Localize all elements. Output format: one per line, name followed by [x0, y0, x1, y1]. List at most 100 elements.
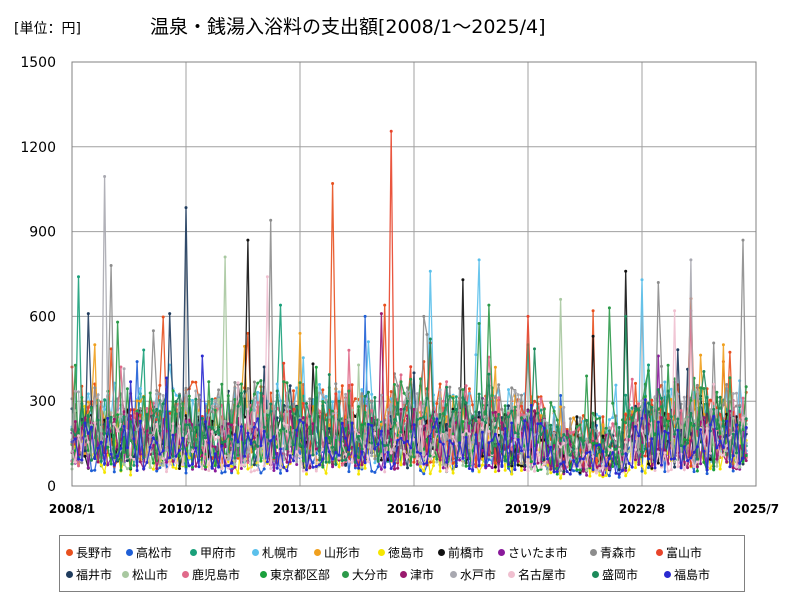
data-point — [617, 472, 621, 476]
data-point — [353, 460, 357, 464]
data-point — [246, 461, 250, 464]
data-point — [148, 466, 152, 470]
data-point — [194, 464, 198, 468]
data-point — [725, 419, 729, 423]
data-point — [467, 387, 471, 391]
data-point — [735, 391, 738, 395]
data-point — [366, 340, 370, 344]
data-point — [471, 403, 475, 407]
data-point — [187, 439, 191, 443]
data-point — [396, 398, 400, 401]
data-point — [252, 440, 256, 444]
data-point — [507, 436, 510, 440]
data-point — [744, 454, 748, 457]
data-point — [243, 394, 247, 398]
data-point — [340, 459, 344, 463]
data-point — [324, 418, 328, 422]
data-point — [490, 416, 494, 420]
data-point — [598, 473, 602, 477]
data-point — [125, 467, 129, 471]
data-point — [484, 464, 488, 468]
data-point — [581, 457, 585, 461]
data-point — [239, 463, 243, 467]
data-point — [588, 450, 592, 454]
data-point — [318, 409, 321, 413]
data-point — [145, 413, 149, 416]
data-point — [168, 462, 172, 466]
data-point — [539, 465, 543, 469]
data-point — [451, 435, 455, 439]
data-point — [327, 427, 331, 431]
data-point — [402, 449, 406, 453]
data-point — [617, 475, 621, 479]
data-point — [500, 421, 504, 425]
data-point — [458, 454, 462, 458]
data-point — [663, 429, 667, 433]
data-point — [448, 394, 452, 398]
data-point — [493, 432, 497, 436]
data-point — [673, 457, 677, 461]
data-point — [555, 464, 559, 468]
data-point — [562, 466, 566, 470]
data-point — [379, 429, 383, 433]
data-point — [578, 416, 582, 420]
x-axis-ticks: 2008/1 2010/12 2013/11 2016/10 2019/9 2022/8 2… — [49, 502, 779, 516]
legend-label: 福島市 — [674, 568, 711, 582]
data-point — [259, 471, 263, 475]
data-point — [256, 390, 260, 394]
data-point — [171, 459, 175, 463]
data-point — [614, 441, 618, 445]
data-point — [728, 436, 732, 440]
data-point — [194, 389, 198, 393]
data-point — [252, 463, 256, 467]
data-point — [480, 463, 484, 467]
x-tick-label: 2016/10 — [387, 502, 441, 516]
data-point — [415, 392, 419, 396]
data-point — [344, 452, 348, 456]
data-point — [155, 389, 159, 392]
legend-item: 東京都区部 — [260, 566, 330, 583]
data-point — [585, 465, 589, 469]
data-point — [725, 383, 729, 386]
data-point — [552, 470, 556, 474]
data-point — [350, 446, 354, 450]
data-point — [464, 429, 468, 433]
data-point — [265, 275, 269, 279]
series-盛岡市 — [70, 314, 748, 471]
data-point — [428, 457, 432, 461]
data-point — [448, 462, 452, 466]
data-point — [412, 438, 416, 442]
data-point — [213, 464, 217, 468]
data-point — [640, 464, 644, 468]
legend-label: 水戸市 — [460, 568, 497, 582]
data-point — [321, 388, 325, 392]
data-point — [129, 414, 133, 418]
data-point — [246, 467, 250, 471]
data-point — [731, 469, 735, 473]
data-point — [471, 440, 475, 444]
data-point — [585, 469, 589, 472]
data-point — [624, 440, 628, 444]
data-point — [630, 465, 634, 469]
data-point — [653, 469, 657, 472]
data-point — [285, 423, 289, 427]
data-point — [321, 465, 325, 469]
data-point — [601, 415, 605, 419]
data-point — [171, 389, 175, 393]
data-point — [660, 463, 663, 467]
data-point — [507, 388, 510, 392]
data-point — [614, 383, 618, 387]
data-point — [708, 398, 712, 402]
legend-marker — [450, 571, 457, 578]
data-point — [194, 446, 198, 450]
data-point — [490, 394, 494, 397]
data-point — [542, 426, 546, 430]
data-point — [539, 433, 543, 437]
data-point — [138, 407, 142, 410]
data-point — [308, 466, 312, 470]
data-point — [513, 431, 517, 435]
data-point — [360, 463, 364, 467]
data-point — [265, 413, 269, 417]
data-point — [308, 435, 312, 438]
data-point — [282, 465, 286, 469]
